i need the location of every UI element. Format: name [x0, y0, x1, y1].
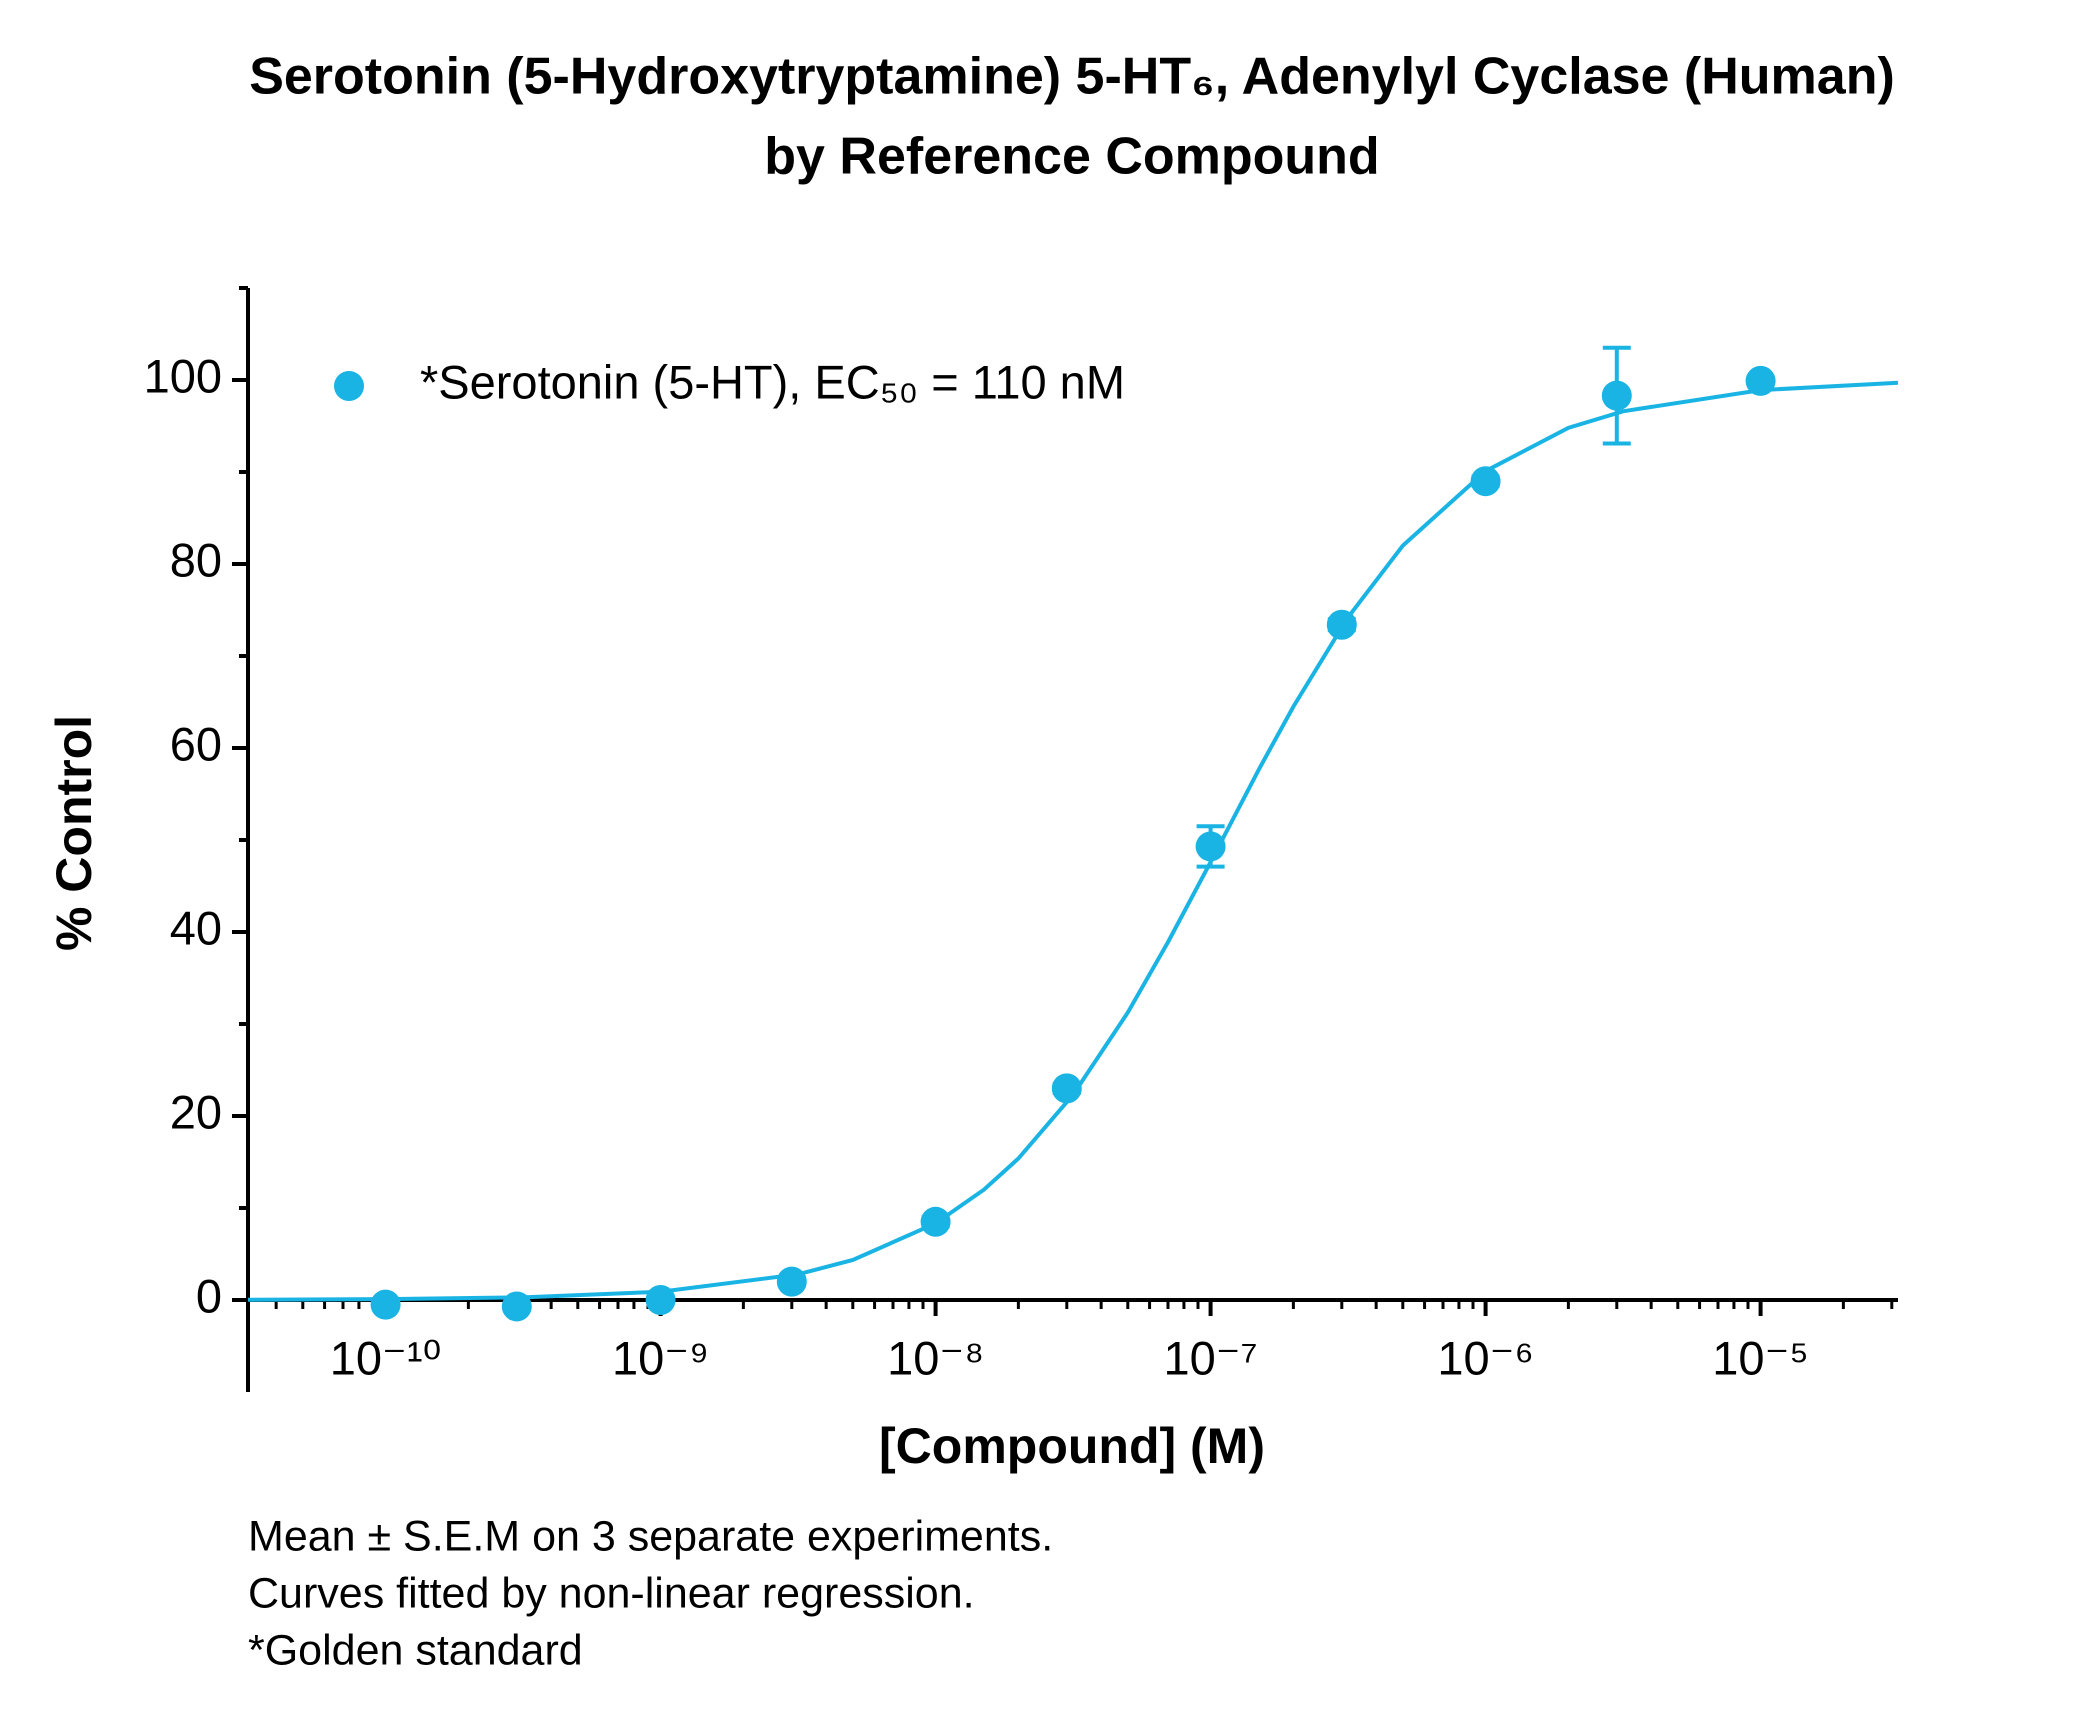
data-point: [1051, 1073, 1082, 1104]
data-point: [1470, 466, 1501, 497]
legend-marker: [334, 371, 364, 401]
x-tick-label: 10⁻⁸: [887, 1331, 984, 1384]
y-tick-label: 60: [170, 717, 222, 770]
x-tick-label: 10⁻⁹: [612, 1331, 709, 1384]
x-axis-title: [Compound] (M): [879, 1418, 1265, 1474]
data-point: [1195, 831, 1226, 862]
footnote: Mean ± S.E.M on 3 separate experiments.: [248, 1512, 1053, 1560]
y-tick-label: 80: [170, 533, 222, 586]
legend-label: *Serotonin (5-HT), EC₅₀ = 110 nM: [420, 355, 1125, 408]
y-tick-label: 40: [170, 901, 222, 954]
chart-title: by Reference Compound: [764, 128, 1379, 186]
data-point: [501, 1291, 532, 1322]
y-tick-label: 0: [196, 1269, 222, 1322]
x-tick-label: 10⁻⁷: [1164, 1331, 1258, 1384]
y-tick-label: 20: [170, 1085, 222, 1138]
footnote: Curves fitted by non-linear regression.: [248, 1569, 975, 1617]
x-tick-label: 10⁻⁶: [1437, 1331, 1533, 1384]
data-point: [1326, 609, 1357, 640]
data-point: [776, 1266, 807, 1297]
data-point: [1745, 365, 1776, 396]
data-point: [645, 1285, 676, 1315]
x-tick-label: 10⁻⁵: [1712, 1331, 1809, 1384]
data-point: [370, 1289, 401, 1320]
chart-title: Serotonin (5-Hydroxytryptamine) 5-HT₆, A…: [249, 48, 1895, 106]
footnote: *Golden standard: [248, 1626, 583, 1674]
y-tick-label: 100: [144, 349, 222, 402]
data-point: [1601, 380, 1632, 411]
y-axis-title: % Control: [46, 715, 102, 951]
data-point: [920, 1206, 951, 1237]
fit-curve: [247, 380, 1899, 1302]
x-tick-label: 10⁻¹⁰: [330, 1331, 442, 1384]
